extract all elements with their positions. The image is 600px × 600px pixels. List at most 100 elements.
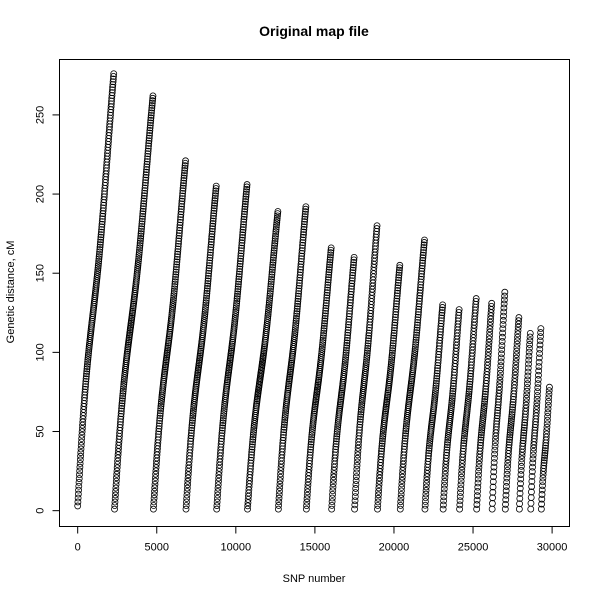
data-point — [135, 248, 143, 256]
data-point — [275, 494, 283, 502]
data-point — [111, 495, 119, 502]
data-point — [341, 360, 349, 368]
data-point — [303, 491, 311, 499]
data-point — [479, 411, 487, 419]
data-point — [509, 403, 517, 411]
data-point — [95, 255, 103, 263]
data-point — [486, 318, 494, 326]
data-point — [416, 292, 424, 300]
data-point — [213, 502, 221, 509]
data-point — [97, 231, 105, 239]
data-point — [156, 412, 164, 420]
data-point — [302, 208, 309, 216]
data-point — [330, 476, 337, 484]
data-point — [449, 385, 457, 393]
data-point — [171, 278, 179, 286]
data-point — [235, 270, 243, 278]
data-point — [491, 439, 499, 447]
data-point — [113, 464, 121, 472]
data-point — [207, 249, 214, 256]
data-point — [243, 183, 251, 191]
data-point — [109, 86, 116, 94]
data-point — [523, 384, 531, 391]
data-point — [503, 478, 511, 486]
data-point — [112, 488, 120, 495]
data-point — [189, 412, 197, 420]
data-point — [332, 437, 340, 445]
data-point — [411, 345, 419, 353]
data-point — [388, 358, 395, 366]
data-point — [440, 497, 447, 505]
data-point — [241, 208, 249, 216]
data-point — [323, 291, 331, 299]
data-point — [201, 310, 209, 318]
data-point — [354, 451, 362, 459]
data-point — [535, 367, 543, 375]
data-point — [539, 478, 547, 486]
data-point — [379, 435, 387, 443]
data-point — [272, 225, 280, 233]
data-point — [486, 332, 493, 339]
data-point — [448, 395, 456, 402]
data-point — [490, 459, 498, 467]
data-point — [358, 399, 366, 407]
data-point — [238, 234, 246, 241]
data-point — [136, 246, 143, 254]
data-point — [187, 435, 195, 442]
data-point — [499, 325, 507, 333]
data-point — [461, 432, 468, 440]
data-point — [345, 315, 353, 323]
data-point — [175, 229, 183, 237]
data-point — [96, 248, 103, 256]
data-point — [138, 220, 146, 228]
data-point — [209, 215, 217, 222]
data-point — [390, 332, 398, 340]
data-point — [394, 287, 402, 294]
data-point — [485, 335, 493, 343]
data-point — [444, 434, 452, 442]
data-point — [231, 317, 239, 325]
data-point — [184, 474, 192, 482]
data-point — [319, 334, 327, 342]
data-point — [180, 174, 188, 182]
data-point — [388, 349, 396, 357]
data-point — [201, 306, 209, 314]
data-point — [402, 429, 410, 437]
data-point — [476, 444, 484, 452]
data-point — [118, 397, 126, 405]
data-point — [518, 459, 525, 466]
data-point — [503, 470, 511, 478]
data-point — [330, 470, 338, 477]
data-point — [431, 393, 439, 401]
data-point — [82, 383, 89, 391]
data-point — [152, 460, 160, 468]
data-point — [378, 440, 386, 447]
data-point — [378, 447, 385, 455]
data-point — [206, 251, 214, 259]
data-point — [377, 450, 385, 458]
data-point — [426, 437, 434, 445]
data-point — [177, 211, 185, 218]
data-point — [490, 463, 498, 471]
data-point — [545, 394, 553, 402]
data-point — [493, 414, 501, 422]
data-point — [267, 285, 274, 293]
data-point — [465, 385, 473, 393]
data-point — [480, 409, 487, 417]
data-point — [333, 435, 340, 443]
data-point — [271, 235, 279, 243]
data-point — [505, 441, 513, 449]
data-point — [298, 255, 305, 263]
data-point — [208, 235, 215, 243]
data-point — [96, 246, 104, 253]
data-point — [516, 500, 523, 508]
data-point — [456, 493, 464, 501]
data-point — [94, 268, 101, 276]
data-point — [535, 371, 542, 379]
data-point — [394, 281, 402, 289]
data-point — [481, 398, 489, 405]
data-point — [268, 268, 276, 276]
data-point — [264, 310, 272, 318]
data-point — [421, 505, 429, 513]
data-point — [357, 406, 365, 414]
